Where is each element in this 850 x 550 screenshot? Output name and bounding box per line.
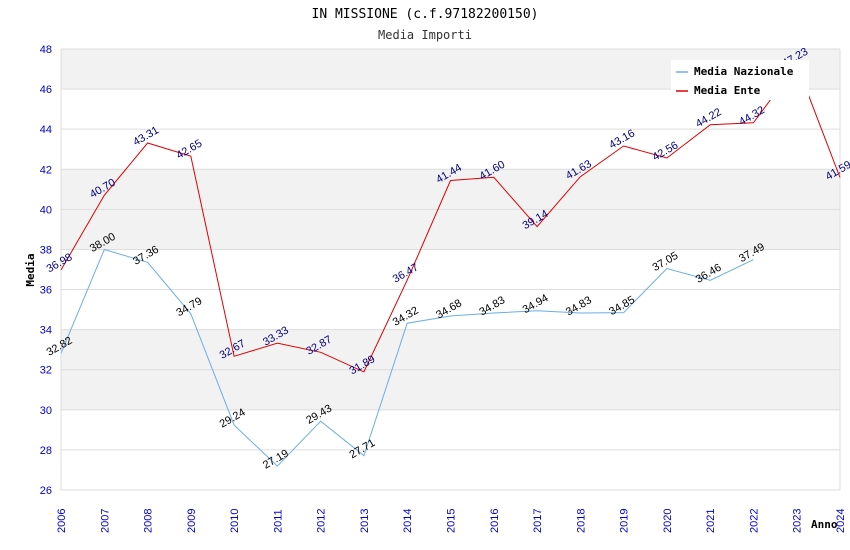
x-axis-ticks: 2006 2007 2008 2009 2010 2011 2012 2013 2014 2015… bbox=[56, 509, 847, 533]
x-tick-label: 2011 bbox=[272, 509, 284, 533]
series-line-nazionale bbox=[60, 248, 754, 467]
x-tick-label: 2008 bbox=[143, 509, 155, 533]
x-axis-title: Anno bbox=[811, 518, 838, 531]
data-label-nazionale: 27.71 bbox=[348, 437, 378, 461]
x-tick-label: 2010 bbox=[229, 509, 241, 533]
x-tick-label: 2019 bbox=[619, 509, 631, 533]
data-label-ente: 42.65 bbox=[174, 138, 204, 162]
y-tick-label: 34 bbox=[40, 325, 52, 337]
x-tick-label: 2007 bbox=[99, 509, 111, 533]
x-tick-label: 2009 bbox=[186, 509, 198, 533]
y-tick-label: 26 bbox=[40, 485, 52, 497]
y-tick-label: 48 bbox=[40, 44, 52, 56]
legend-label-nazionale: Media Nazionale bbox=[694, 65, 794, 78]
data-label-ente: 42.56 bbox=[650, 139, 680, 163]
y-tick-label: 28 bbox=[40, 445, 52, 457]
x-tick-label: 2022 bbox=[748, 509, 760, 533]
grid-band bbox=[61, 209, 840, 250]
x-tick-label: 2013 bbox=[359, 509, 371, 533]
data-label-ente: 44.32 bbox=[737, 104, 767, 128]
x-tick-label: 2014 bbox=[402, 509, 414, 533]
grid-bands bbox=[61, 49, 840, 410]
grid-lines bbox=[60, 48, 841, 491]
data-label-nazionale: 34.83 bbox=[564, 294, 594, 318]
data-label-nazionale: 36.46 bbox=[694, 262, 724, 286]
x-tick-label: 2006 bbox=[56, 509, 68, 533]
y-axis-title: Media bbox=[24, 253, 37, 286]
legend-background bbox=[671, 60, 809, 100]
data-label-nazionale: 34.79 bbox=[174, 295, 204, 319]
data-label-nazionale: 27.19 bbox=[261, 447, 291, 471]
x-tick-label: 2020 bbox=[662, 509, 674, 533]
y-tick-label: 32 bbox=[40, 365, 52, 377]
x-tick-label: 2017 bbox=[532, 509, 544, 533]
chart-title: IN MISSIONE (c.f.97182200150) bbox=[312, 7, 539, 22]
y-tick-label: 40 bbox=[40, 204, 52, 216]
data-label-ente: 43.16 bbox=[607, 127, 637, 151]
data-label-ente: 36.47 bbox=[391, 261, 421, 285]
y-tick-label: 30 bbox=[40, 405, 52, 417]
data-label-nazionale: 34.83 bbox=[477, 294, 507, 318]
grid-band bbox=[61, 169, 840, 210]
y-axis-ticks: 26 28 30 32 34 36 38 40 42 44 46 48 bbox=[40, 44, 52, 497]
data-label-nazionale: 34.32 bbox=[391, 305, 421, 329]
x-tick-label: 2012 bbox=[316, 509, 328, 533]
data-label-nazionale: 34.85 bbox=[607, 294, 637, 318]
x-tick-label: 2024 bbox=[835, 509, 847, 533]
x-tick-label: 2015 bbox=[446, 509, 458, 533]
x-tick-label: 2023 bbox=[792, 509, 804, 533]
data-label-nazionale: 34.68 bbox=[434, 297, 464, 321]
chart-subtitle: Media Importi bbox=[378, 28, 472, 42]
grid-band bbox=[61, 369, 840, 410]
x-tick-label: 2021 bbox=[705, 509, 717, 533]
grid-band bbox=[61, 329, 840, 370]
y-tick-label: 36 bbox=[40, 285, 52, 297]
x-tick-label: 2018 bbox=[575, 509, 587, 533]
data-label-ente: 44.22 bbox=[694, 106, 724, 130]
y-tick-label: 46 bbox=[40, 84, 52, 96]
series-line-ente bbox=[60, 63, 841, 373]
legend-label-ente: Media Ente bbox=[694, 84, 761, 97]
legend: Media Nazionale Media Ente bbox=[671, 60, 809, 100]
series-lines bbox=[60, 63, 841, 467]
x-tick-label: 2016 bbox=[489, 509, 501, 533]
data-label-nazionale: 34.94 bbox=[521, 292, 551, 316]
y-tick-label: 44 bbox=[40, 124, 52, 136]
y-tick-label: 38 bbox=[40, 244, 52, 256]
y-tick-label: 42 bbox=[40, 164, 52, 176]
